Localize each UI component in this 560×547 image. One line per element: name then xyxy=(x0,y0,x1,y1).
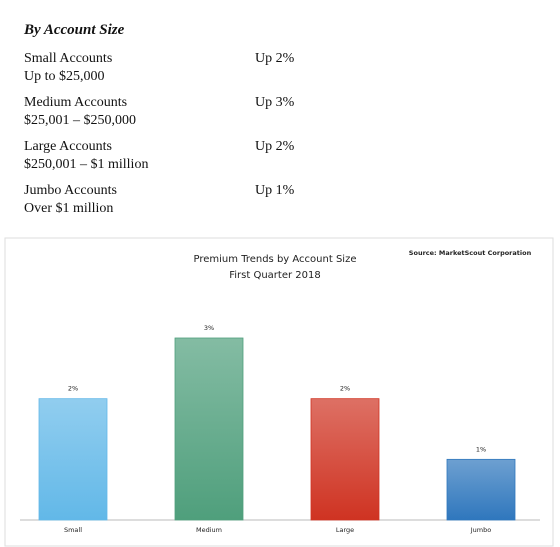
chart-frame xyxy=(4,237,554,547)
account-change: Up 3% xyxy=(255,95,295,110)
account-name: Small Accounts xyxy=(24,51,112,66)
account-range: $250,001 – $1 million xyxy=(24,157,148,172)
account-name: Large Accounts xyxy=(24,139,112,154)
bar xyxy=(446,458,516,521)
chart-subtitle: First Quarter 2018 xyxy=(229,270,320,281)
section-title: By Account Size xyxy=(23,22,125,38)
x-tick-label: Small xyxy=(64,526,82,534)
account-change: Up 2% xyxy=(255,139,295,154)
value-label: 3% xyxy=(204,324,214,332)
account-change: Up 2% xyxy=(255,51,295,66)
account-range: $25,001 – $250,000 xyxy=(24,113,136,128)
x-tick-label: Large xyxy=(336,526,354,534)
x-tick-label: Medium xyxy=(196,526,222,534)
account-range: Up to $25,000 xyxy=(24,69,105,84)
account-name: Medium Accounts xyxy=(24,95,127,110)
bar xyxy=(38,398,108,521)
x-tick-label: Jumbo xyxy=(470,526,491,534)
account-change: Up 1% xyxy=(255,183,295,198)
account-name: Jumbo Accounts xyxy=(24,183,117,198)
chart-source: Source: MarketScout Corporation xyxy=(409,249,532,257)
chart-title: Premium Trends by Account Size xyxy=(194,254,357,265)
value-label: 1% xyxy=(476,445,486,453)
bar xyxy=(174,337,244,521)
value-label: 2% xyxy=(68,385,78,393)
account-range: Over $1 million xyxy=(24,201,113,216)
value-label: 2% xyxy=(340,385,350,393)
bar xyxy=(310,398,380,521)
